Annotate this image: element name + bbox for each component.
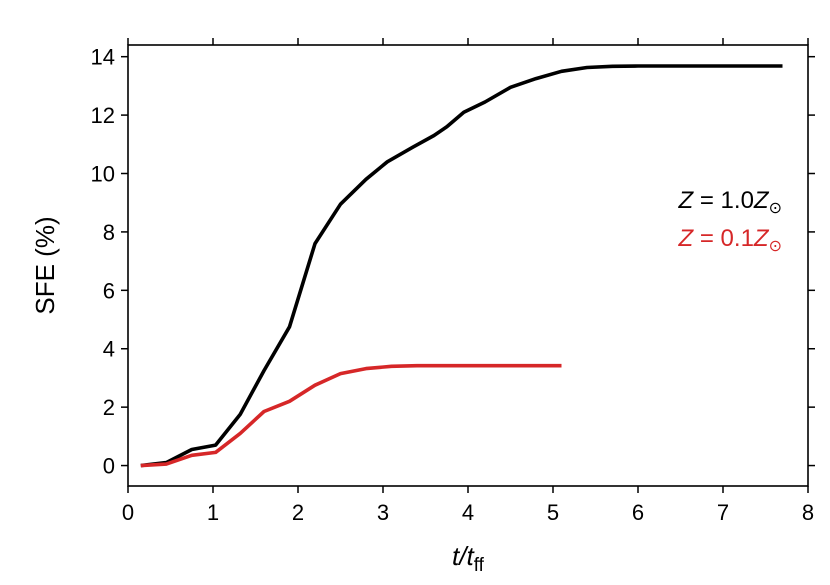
series-line-1 xyxy=(140,64,783,468)
x-tick-label: 7 xyxy=(717,500,729,525)
y-tick-label: 6 xyxy=(103,278,115,303)
x-tick-label: 0 xyxy=(122,500,134,525)
x-tick-label: 2 xyxy=(292,500,304,525)
y-tick-label: 10 xyxy=(91,162,115,187)
x-tick-label: 1 xyxy=(207,500,219,525)
y-tick-label: 0 xyxy=(103,454,115,479)
y-tick-label: 4 xyxy=(103,337,115,362)
x-tick-label: 3 xyxy=(377,500,389,525)
x-axis-label: t/tff xyxy=(452,541,485,576)
legend: Z = 1.0Z⊙ Z = 0.1Z⊙ xyxy=(678,187,782,255)
x-tick-label: 6 xyxy=(632,500,644,525)
x-tick-label: 5 xyxy=(547,500,559,525)
legend-entry-1: Z = 1.0Z⊙ xyxy=(678,187,782,217)
y-tick-label: 12 xyxy=(91,103,115,128)
y-axis-label: SFE (%) xyxy=(30,216,60,314)
series-layer xyxy=(140,64,783,468)
legend-entry-2: Z = 0.1Z⊙ xyxy=(678,225,782,255)
x-tick-label: 8 xyxy=(802,500,814,525)
x-tick-label: 4 xyxy=(462,500,474,525)
y-tick-label: 14 xyxy=(91,45,115,70)
y-tick-label: 2 xyxy=(103,395,115,420)
y-tick-label: 8 xyxy=(103,220,115,245)
series-line-2 xyxy=(140,363,562,468)
